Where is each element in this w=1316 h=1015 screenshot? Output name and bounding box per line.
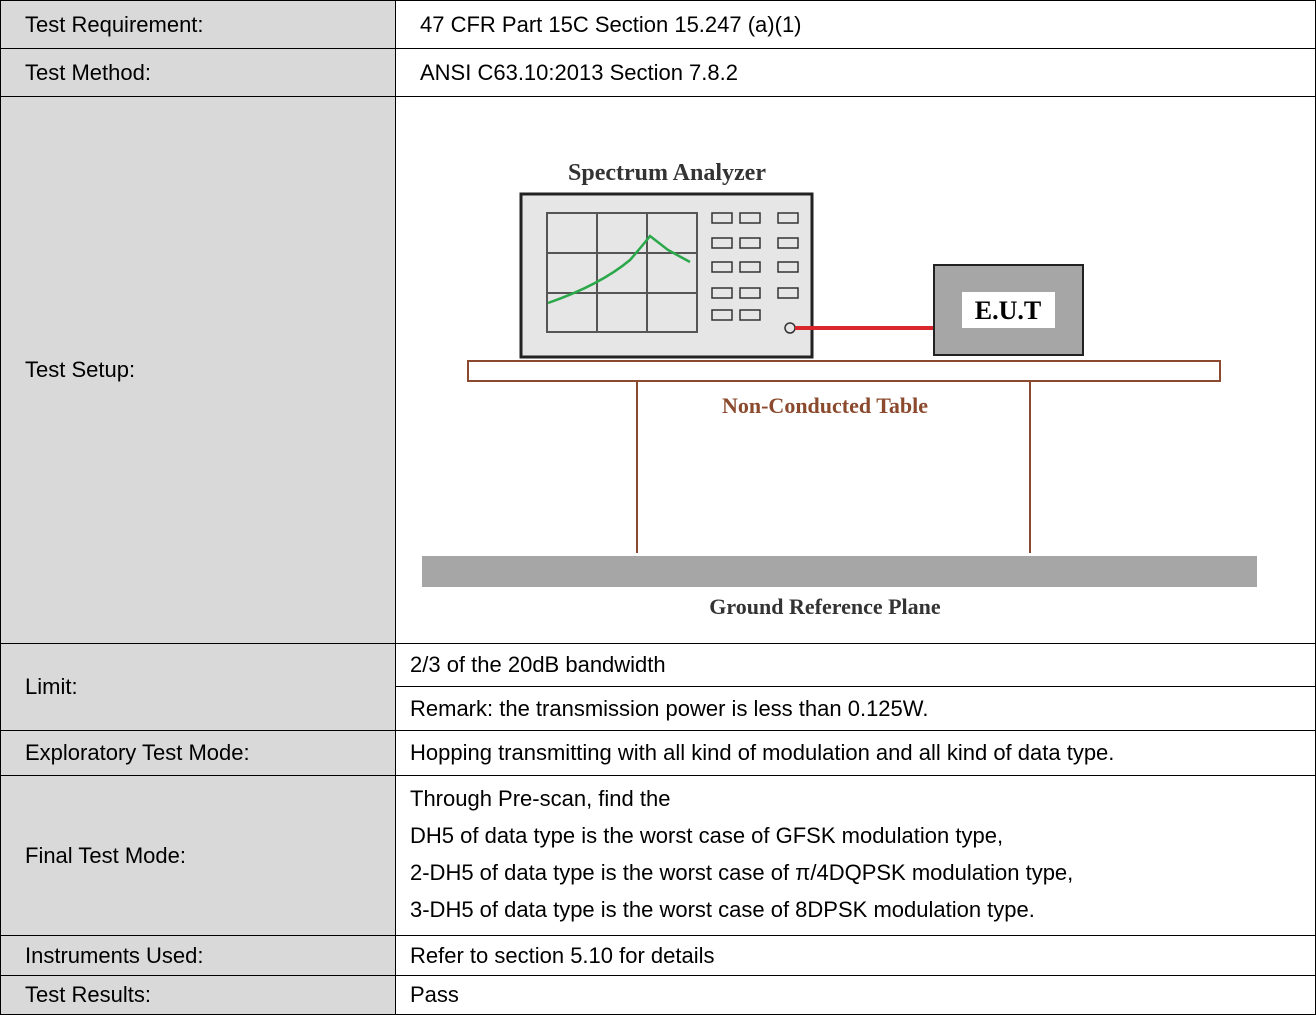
table-legs: [636, 381, 1031, 553]
trace: [547, 234, 691, 305]
buttons: [711, 212, 799, 321]
ground-label: Ground Reference Plane: [709, 594, 941, 619]
text-line: Through Pre-scan, find the: [410, 786, 671, 811]
value: 47 CFR Part 15C Section 15.247 (a)(1): [395, 0, 1316, 49]
table-top: [467, 360, 1221, 382]
text-line: 3-DH5 of data type is the worst case of …: [410, 897, 1035, 922]
text-line: DH5 of data type is the worst case of GF…: [410, 823, 1004, 848]
label: Test Results:: [0, 975, 396, 1015]
label: Final Test Mode:: [0, 775, 396, 936]
value: Refer to section 5.10 for details: [395, 935, 1316, 976]
table-label: Non-Conducted Table: [722, 393, 928, 418]
eut-label: E.U.T: [975, 296, 1041, 325]
label: Exploratory Test Mode:: [0, 730, 396, 776]
screen: [546, 212, 698, 333]
label: Test Method:: [0, 48, 396, 97]
screen-grid: [547, 213, 697, 332]
eut-label-box: [962, 292, 1055, 328]
analyzer-label: Spectrum Analyzer: [568, 160, 766, 186]
label: Test Setup:: [0, 96, 396, 644]
port: [784, 322, 796, 334]
ground-plane: [422, 556, 1257, 587]
text-line: 2-DH5 of data type is the worst case of …: [410, 860, 1074, 885]
label: Limit:: [0, 643, 396, 731]
label: Test Requirement:: [0, 0, 396, 49]
